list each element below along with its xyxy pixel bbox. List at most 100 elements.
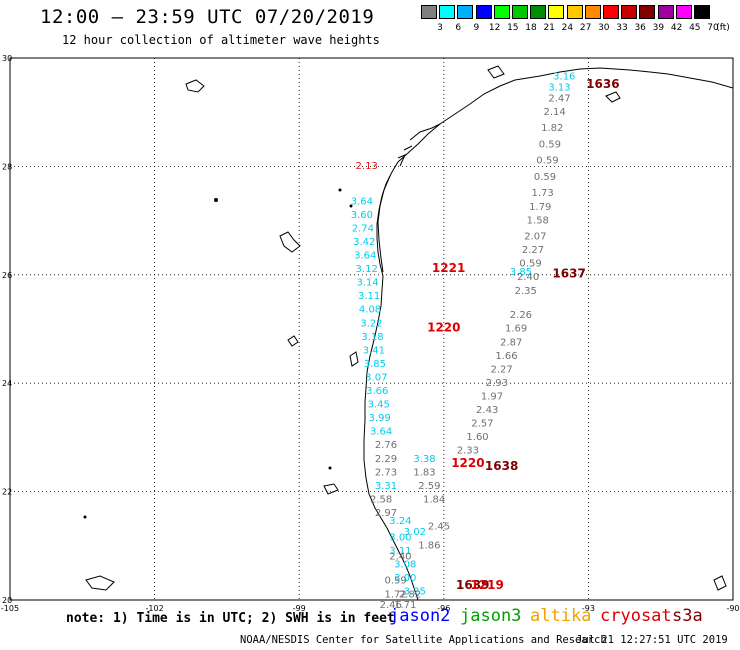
- legend-jason3: jason3: [460, 606, 522, 626]
- scale-label: 39: [652, 23, 665, 33]
- scale-label: 9: [473, 23, 480, 33]
- wave-height-value: 3.31: [375, 481, 397, 492]
- wave-height-value: 2.82: [399, 589, 421, 600]
- scale-swatch: [603, 5, 619, 19]
- pass-time-label: 1639: [456, 578, 489, 592]
- inland-lake: [713, 575, 727, 591]
- wave-height-value: 2.33: [457, 446, 479, 457]
- lon-tick-label: -99: [293, 604, 306, 613]
- lon-tick-label: -90: [726, 604, 739, 613]
- pass-time-label: 1220: [451, 456, 484, 470]
- scale-label: 3: [437, 23, 443, 33]
- wave-height-value: 2.93: [486, 378, 508, 389]
- wave-height-value: 2.58: [370, 494, 392, 505]
- wave-height-value: 3.24: [389, 516, 411, 527]
- wave-height-value: 2.35: [515, 286, 537, 297]
- scale-label: 42: [670, 23, 683, 33]
- legend-jason2: jason2: [389, 606, 451, 626]
- scale-label: 45: [689, 23, 701, 33]
- wave-height-value: 3.41: [363, 345, 385, 356]
- wave-height-value: 3.12: [356, 264, 378, 275]
- scale-label: 15: [507, 23, 519, 33]
- scale-swatch: [421, 5, 437, 19]
- bay-outline: [397, 123, 441, 167]
- lat-tick-label: 26: [2, 271, 12, 280]
- wave-height-value: 3.08: [394, 559, 416, 570]
- map-frame: [9, 57, 734, 601]
- coastline: [83, 65, 733, 600]
- inland-lake: [349, 351, 359, 367]
- wave-height-value: 2.46: [380, 600, 402, 611]
- map-title: 12:00 – 23:59 UTC 07/20/2019: [40, 6, 375, 28]
- pass-time-label: 1221: [432, 261, 465, 275]
- wave-height-value: 3.99: [369, 413, 391, 424]
- wave-height-value: 1.66: [495, 351, 517, 362]
- scale-swatch: [675, 5, 692, 19]
- inland-feature: [349, 204, 353, 208]
- lat-tick-label: 22: [2, 488, 12, 497]
- wave-height-value: 2.73: [375, 467, 397, 478]
- lat-lon-grid: [10, 58, 733, 600]
- scale-swatch: [512, 5, 528, 19]
- barrier-island: [377, 175, 391, 273]
- inland-lake: [287, 335, 299, 347]
- wave-height-value: 3.00: [394, 573, 416, 584]
- scale-label: 21: [543, 23, 555, 33]
- wave-height-value: 1.72: [384, 589, 406, 600]
- pass-time-label: 1220: [427, 321, 460, 335]
- scale-label: 6: [455, 23, 462, 33]
- lon-tick-label: -93: [582, 604, 595, 613]
- wave-height-value: 2.26: [510, 310, 532, 321]
- wave-height-value: 1.69: [505, 324, 527, 335]
- wave-height-value: 3.16: [553, 72, 575, 83]
- legend-cryosat: cryosat: [600, 606, 672, 626]
- wave-height-value: 3.60: [351, 210, 373, 221]
- wave-height-value: 3.14: [357, 278, 379, 289]
- wave-height-value: 3.22: [360, 318, 382, 329]
- wave-height-value: 4.08: [359, 305, 381, 316]
- wave-height-value: 1.84: [423, 494, 445, 505]
- wave-height-value: 2.47: [548, 93, 570, 104]
- scale-swatch: [475, 5, 492, 19]
- inland-feature: [214, 198, 218, 202]
- wave-height-value: 3.11: [358, 291, 380, 302]
- wave-height-value: 3.13: [548, 83, 570, 94]
- inland-lake: [605, 91, 621, 103]
- lat-tick-label: 20: [2, 596, 12, 605]
- scale-label: 12: [488, 23, 501, 33]
- scale-unit: (ft): [716, 23, 730, 33]
- wave-height-value: 3.25: [404, 587, 426, 598]
- inland-lake: [85, 575, 115, 591]
- inland-lake: [487, 65, 505, 79]
- wave-height-value: 2.14: [544, 107, 566, 118]
- wave-height-value: 3.18: [361, 332, 383, 343]
- wave-height-value: 0.59: [539, 139, 561, 150]
- scale-swatch: [457, 5, 474, 19]
- inland-feature: [328, 466, 332, 470]
- legend-altika: altika: [530, 606, 592, 626]
- scale-swatch: [584, 5, 601, 19]
- wave-height-value: 3.66: [366, 386, 388, 397]
- inland-lake: [323, 483, 339, 495]
- wave-height-value: 0.59: [384, 576, 406, 587]
- lon-tick-label: -105: [1, 604, 19, 613]
- wave-height-value: 3.02: [404, 527, 426, 538]
- wave-height-value: 3.42: [353, 237, 375, 248]
- credit-text: NOAA/NESDIS Center for Satellite Applica…: [240, 634, 607, 646]
- scale-label: 70: [707, 23, 719, 33]
- inland-lake: [185, 79, 205, 93]
- units-note: note: 1) Time is in UTC; 2) SWH is in fe…: [66, 611, 395, 626]
- axis-labels: -105 -102 -99 -96 -93 -90 30 28 26 24 22 20: [1, 54, 740, 613]
- wave-height-value: 3.85: [364, 359, 386, 370]
- wave-height-value: 3.07: [365, 372, 387, 383]
- lat-tick-label: 30: [2, 54, 12, 63]
- lon-tick-label: -96: [437, 604, 450, 613]
- wave-height-value: 3.38: [413, 454, 435, 465]
- wave-height-value: 3.11: [389, 546, 411, 557]
- wave-height-value: 2.45: [428, 522, 450, 533]
- wave-height-value: 3.64: [370, 427, 392, 438]
- wave-height-value: 3.45: [368, 400, 390, 411]
- wave-height-value: 2.74: [352, 223, 374, 234]
- wave-height-value: 3.85: [510, 267, 532, 278]
